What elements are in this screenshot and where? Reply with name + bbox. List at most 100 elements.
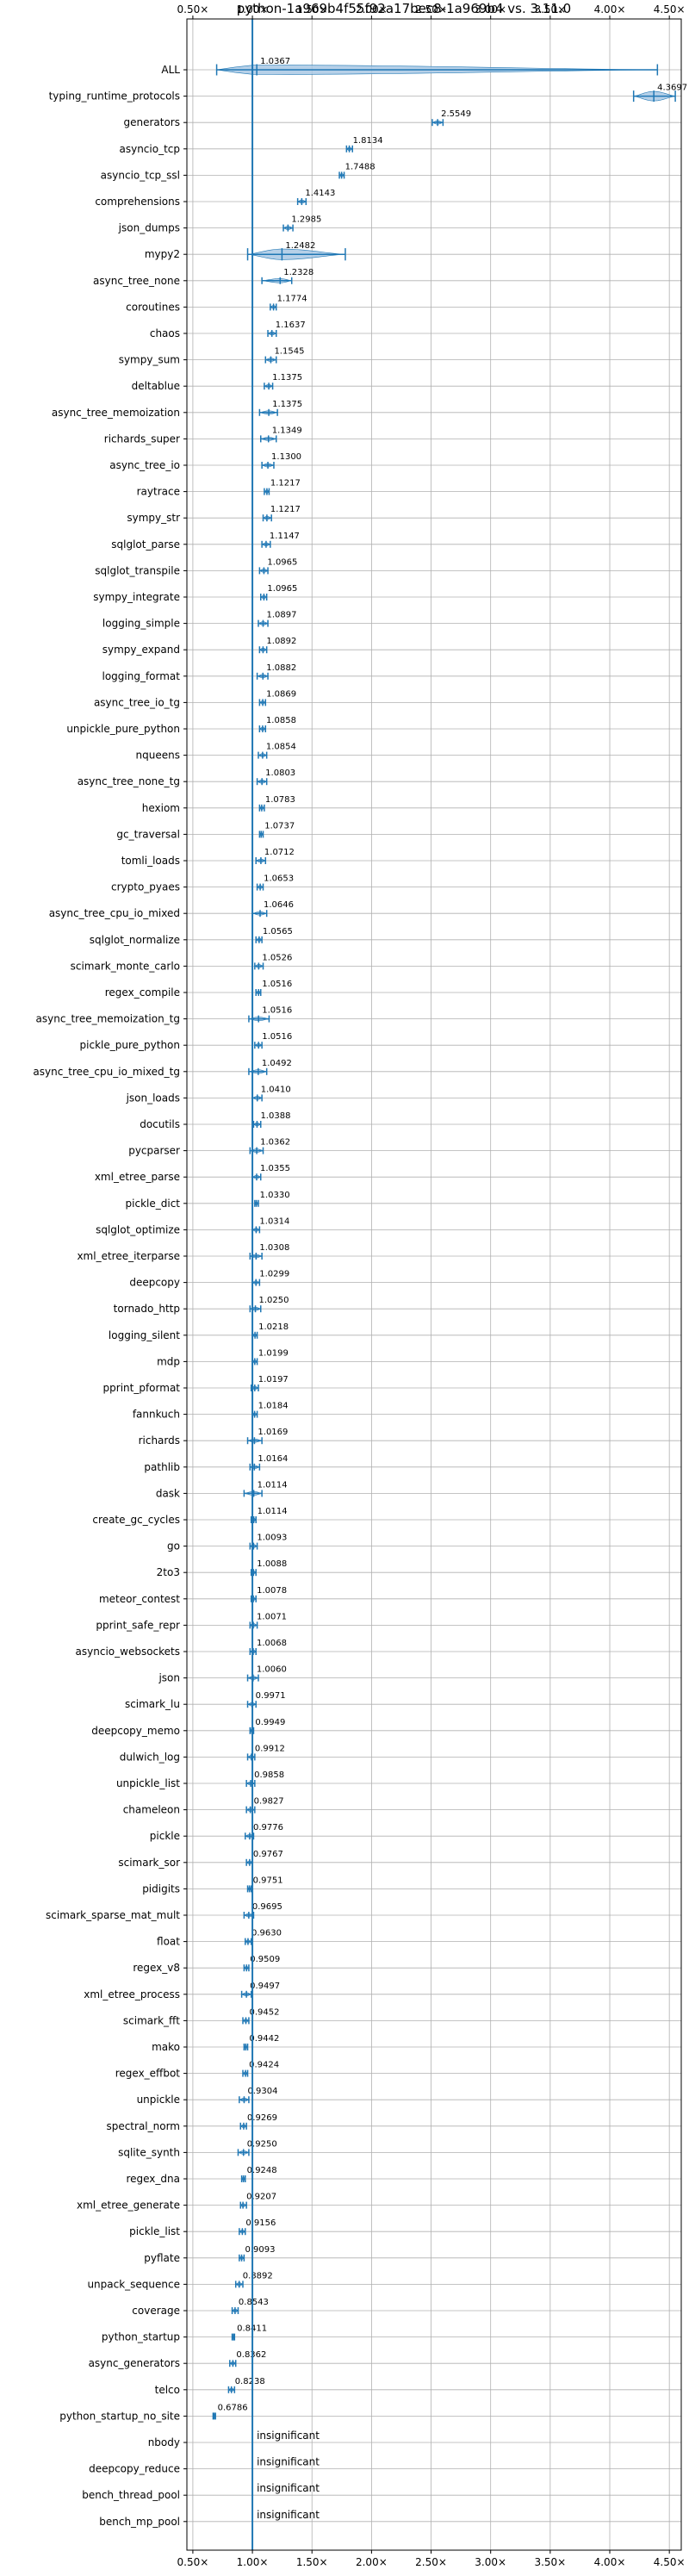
x-tick-label: 2.50× (415, 2556, 447, 2568)
value-label: 0.9156 (245, 2218, 276, 2228)
benchmark-name: float (157, 1936, 180, 1948)
benchmark-name: fannkuch (133, 1409, 180, 1421)
benchmark-row: async_tree_io_tg 1.0869 (94, 689, 296, 708)
benchmark-name: deepcopy_reduce (89, 2463, 180, 2475)
value-label: 1.2328 (283, 268, 313, 277)
x-axis-top: 0.50× 1.00× 1.50× 2.00× 2.50× 3.00× 3.50× 4.00×… (177, 3, 686, 19)
benchmark-name: ALL (161, 64, 180, 76)
value-label: 1.0078 (257, 1586, 287, 1596)
benchmark-name: xml_etree_process (84, 1988, 180, 2000)
benchmark-name: sympy_sum (119, 354, 180, 366)
x-tick-label: 4.50× (654, 2556, 686, 2568)
benchmark-name: raytrace (137, 486, 180, 498)
value-label: 1.0516 (262, 980, 292, 989)
value-label: 1.0068 (257, 1639, 287, 1648)
value-label: 0.6786 (218, 2403, 248, 2412)
value-label: 0.8543 (239, 2298, 269, 2307)
benchmark-row: pickle_pure_python 1.0516 (80, 1032, 293, 1051)
benchmark-row: crypto_pyaes 1.0653 (111, 874, 294, 893)
benchmark-row: telco 0.8238 (155, 2377, 265, 2396)
benchmark-name: sqlglot_transpile (95, 564, 180, 576)
x-tick-label: 4.00× (594, 3, 626, 16)
benchmark-row: chaos 1.1637 (150, 320, 306, 339)
value-label: 1.0355 (260, 1164, 290, 1173)
value-label: 0.9207 (246, 2193, 276, 2202)
benchmark-name: async_tree_memoization (52, 407, 180, 419)
benchmark-row: logging_format 1.0882 (102, 663, 296, 682)
benchmark-row: sqlglot_normalize 1.0565 (90, 927, 293, 946)
value-label: 1.0965 (267, 584, 297, 594)
x-tick-label: 1.50× (296, 3, 328, 16)
benchmark-row: async_tree_memoization 1.1375 (52, 400, 302, 419)
x-tick-label: 4.50× (654, 3, 686, 16)
value-label: 1.0965 (267, 557, 297, 567)
benchmark-row: tomli_loads 1.0712 (121, 848, 295, 867)
benchmark-name: async_tree_io_tg (94, 696, 180, 708)
value-label: 0.9695 (252, 1902, 282, 1912)
value-label: 1.0197 (258, 1375, 289, 1384)
benchmark-name: async_tree_cpu_io_mixed_tg (33, 1066, 180, 1078)
benchmark-row: xml_etree_generate 0.9207 (77, 2193, 276, 2212)
benchmark-name: scimark_fft (123, 2014, 180, 2026)
benchmark-row: async_tree_none 1.2328 (93, 268, 313, 287)
benchmark-name: regex_v8 (133, 1962, 180, 1974)
benchmark-row: unpack_sequence 0.8892 (87, 2271, 272, 2290)
benchmark-name: regex_effbot (115, 2068, 181, 2080)
value-label: 1.0060 (257, 1665, 287, 1675)
benchmark-row: deepcopy 1.0299 (129, 1270, 289, 1289)
benchmark-row: json_loads 1.0410 (126, 1085, 291, 1104)
benchmark-name: pickle_list (129, 2225, 180, 2237)
value-label: 1.1147 (270, 532, 300, 541)
value-label: 0.8238 (235, 2377, 265, 2386)
value-label: 0.9248 (247, 2166, 277, 2175)
benchmark-row: coroutines 1.1774 (126, 294, 307, 313)
benchmark-row: pyflate 0.9093 (144, 2245, 275, 2264)
value-label: 1.0646 (264, 900, 294, 910)
benchmark-name: asyncio_websockets (76, 1646, 180, 1658)
value-label: 1.1375 (272, 400, 302, 409)
benchmark-name: logging_simple (102, 618, 180, 630)
benchmark-name: deepcopy_memo (91, 1725, 180, 1737)
benchmark-row: spectral_norm 0.9269 (106, 2113, 277, 2132)
benchmark-row: ALL 1.0367 (161, 57, 659, 76)
benchmark-name: dask (156, 1487, 180, 1499)
benchmark-row: async_tree_cpu_io_mixed_tg 1.0492 (33, 1059, 292, 1078)
value-label: 1.0299 (259, 1270, 289, 1279)
benchmark-name: pprint_safe_repr (96, 1619, 180, 1631)
benchmark-row: sqlglot_transpile 1.0965 (95, 557, 297, 576)
value-label: 0.9751 (253, 1876, 283, 1885)
value-label: 1.0712 (264, 848, 295, 857)
benchmark-name: xml_etree_parse (95, 1171, 180, 1183)
benchmark-name: sqlite_synth (118, 2146, 180, 2158)
benchmark-name: scimark_lu (125, 1698, 180, 1710)
value-label: 1.1545 (274, 347, 304, 357)
benchmark-row: python_startup_no_site 0.6786 (59, 2403, 247, 2422)
benchmark-name: hexiom (142, 802, 180, 814)
benchmark-row: deepcopy_reduce insignificant (89, 2456, 320, 2475)
x-tick-label: 3.50× (534, 3, 566, 16)
benchmark-name: gc_traversal (116, 828, 180, 840)
benchmark-row: bench_thread_pool insignificant (82, 2482, 320, 2501)
value-label: 1.0184 (258, 1402, 289, 1411)
x-tick-label: 1.00× (237, 3, 269, 16)
x-axis-bottom: 0.50× 1.00× 1.50× 2.00× 2.50× 3.00× 3.50× 4.00×… (177, 2550, 686, 2568)
benchmark-row: pickle_list 0.9156 (129, 2218, 276, 2237)
value-label: 1.0783 (265, 795, 295, 805)
value-label: 1.0516 (262, 1006, 292, 1016)
value-label: 1.0858 (266, 716, 296, 725)
benchmark-name: json_dumps (118, 222, 180, 234)
value-label: 1.0803 (265, 768, 295, 778)
benchmark-row: async_generators 0.8362 (89, 2350, 267, 2369)
benchmark-row: pidigits 0.9751 (142, 1876, 282, 1895)
benchmark-row: generators 2.5549 (123, 109, 471, 128)
value-label: 1.0410 (261, 1085, 291, 1094)
value-label: 0.9949 (255, 1718, 285, 1727)
benchmark-row: scimark_monte_carlo 1.0526 (71, 953, 293, 972)
plot-frame (186, 18, 682, 2551)
value-label: 0.9304 (247, 2087, 277, 2096)
value-label: 0.9093 (245, 2245, 276, 2255)
value-label: 0.9858 (254, 1770, 284, 1780)
value-label: 1.0653 (264, 874, 294, 884)
value-label: 1.0093 (257, 1534, 287, 1543)
